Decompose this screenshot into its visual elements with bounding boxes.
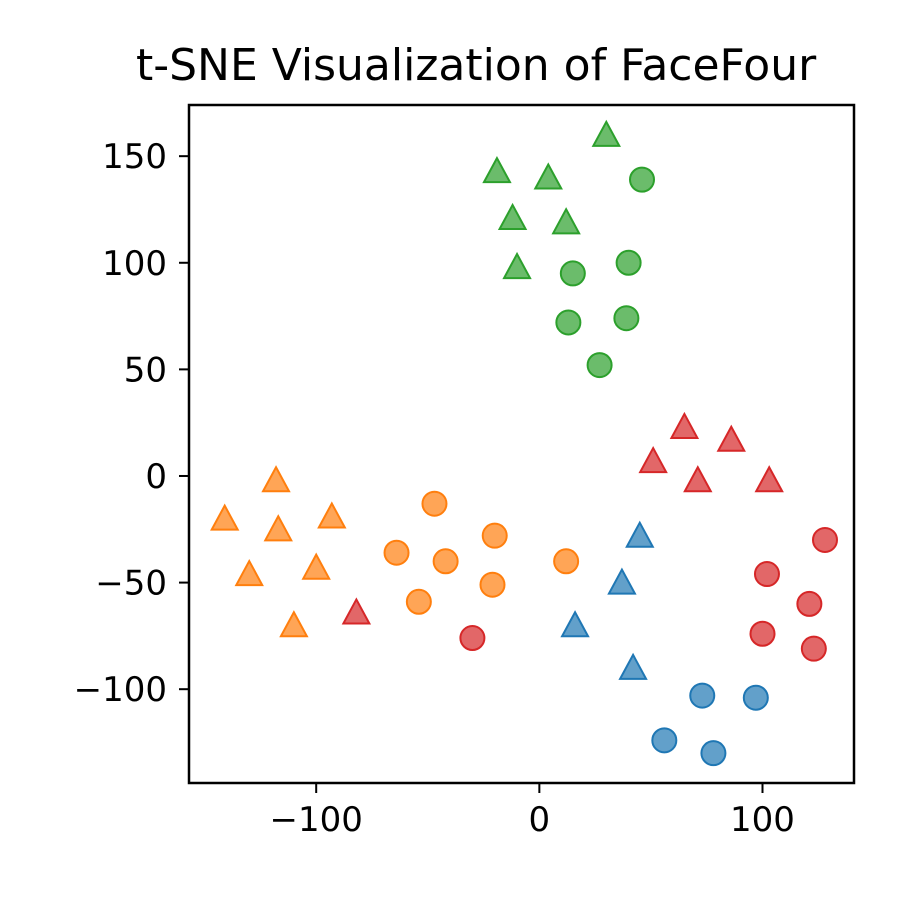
triangle-point [301, 552, 331, 580]
triangle-point [560, 610, 590, 638]
circle-point [383, 539, 410, 566]
x-tick-label: 0 [529, 800, 551, 840]
circle-point [405, 588, 432, 615]
triangle-point [754, 465, 784, 493]
circle-point [742, 684, 769, 711]
triangle-point [683, 465, 713, 493]
chart-title: t-SNE Visualization of FaceFour [136, 40, 817, 91]
triangle-point [482, 155, 512, 184]
triangle-point [591, 119, 621, 147]
circle-point [811, 526, 838, 553]
triangle-point [502, 251, 532, 280]
circle-point [586, 352, 613, 379]
triangle-point [234, 558, 264, 587]
y-tick-label: 150 [102, 137, 167, 177]
circle-point [689, 682, 716, 709]
circle-point [615, 249, 642, 276]
triangle-point [210, 503, 240, 531]
circle-point [613, 305, 640, 332]
triangle-point [618, 652, 648, 680]
circle-point [421, 490, 448, 517]
circle-point [753, 561, 780, 588]
triangle-point [625, 520, 655, 548]
triangle-point [279, 610, 309, 638]
circle-point [629, 166, 656, 193]
circle-point [481, 522, 508, 549]
circle-point [700, 740, 727, 767]
triangle-point [533, 162, 563, 190]
triangle-point [669, 411, 700, 439]
triangle-point [551, 207, 581, 235]
triangle-point [341, 597, 372, 625]
circle-point [749, 620, 776, 647]
triangle-point [638, 445, 668, 474]
circle-point [555, 309, 582, 336]
circle-point [459, 625, 486, 652]
y-tick-label: −100 [74, 670, 167, 710]
y-tick-label: 50 [124, 350, 167, 390]
y-tick-label: 0 [145, 457, 167, 497]
triangle-point [607, 567, 637, 595]
y-tick-label: 100 [102, 244, 167, 284]
ticks-layer: −100 0 100 −100 −50 0 50 100 150 [74, 137, 795, 840]
triangle-point [716, 424, 746, 452]
circle-point [796, 590, 823, 617]
circle-point [800, 635, 827, 662]
circle-point [559, 260, 586, 287]
y-tick-label: −50 [95, 564, 167, 604]
circle-point [432, 548, 459, 575]
points-layer [210, 119, 838, 767]
triangle-point [497, 202, 528, 231]
plot-frame [187, 103, 856, 785]
circle-point [651, 727, 678, 754]
circle-point [479, 571, 506, 598]
x-tick-label: 100 [730, 800, 795, 840]
circle-point [553, 548, 580, 575]
triangle-point [263, 514, 293, 542]
triangle-point [261, 465, 291, 493]
x-tick-label: −100 [270, 800, 363, 840]
triangle-point [317, 501, 347, 529]
